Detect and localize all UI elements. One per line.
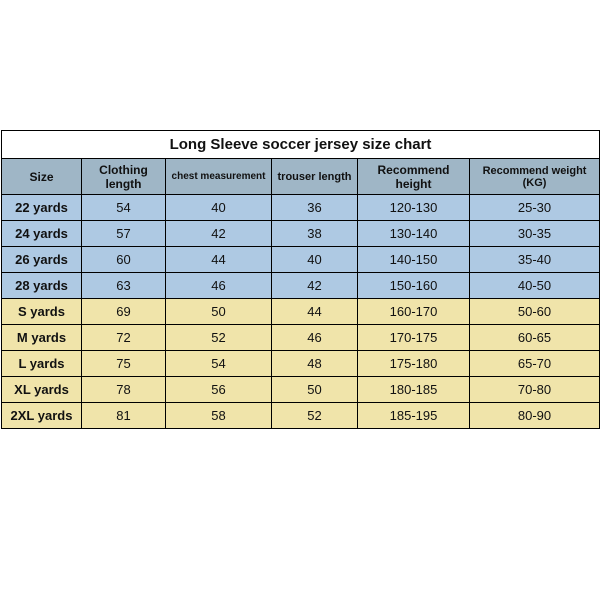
table-header-row: SizeClothinglengthchest measurementtrous… [2, 159, 600, 195]
value-cell: 80-90 [470, 403, 600, 429]
size-cell: M yards [2, 325, 82, 351]
value-cell: 38 [272, 221, 358, 247]
value-cell: 75 [82, 351, 166, 377]
table-row: 28 yards634642150-16040-50 [2, 273, 600, 299]
table-row: S yards695044160-17050-60 [2, 299, 600, 325]
value-cell: 54 [166, 351, 272, 377]
size-chart-container: Long Sleeve soccer jersey size chart Siz… [0, 0, 600, 600]
value-cell: 54 [82, 195, 166, 221]
table-title: Long Sleeve soccer jersey size chart [2, 131, 600, 159]
table-row: M yards725246170-17560-65 [2, 325, 600, 351]
column-header: Size [2, 159, 82, 195]
value-cell: 140-150 [358, 247, 470, 273]
value-cell: 56 [166, 377, 272, 403]
value-cell: 35-40 [470, 247, 600, 273]
value-cell: 150-160 [358, 273, 470, 299]
value-cell: 40-50 [470, 273, 600, 299]
value-cell: 160-170 [358, 299, 470, 325]
value-cell: 69 [82, 299, 166, 325]
value-cell: 25-30 [470, 195, 600, 221]
value-cell: 120-130 [358, 195, 470, 221]
value-cell: 50 [166, 299, 272, 325]
column-header: Clothinglength [82, 159, 166, 195]
value-cell: 52 [272, 403, 358, 429]
table-row: 26 yards604440140-15035-40 [2, 247, 600, 273]
value-cell: 42 [272, 273, 358, 299]
value-cell: 180-185 [358, 377, 470, 403]
table-row: L yards755448175-18065-70 [2, 351, 600, 377]
value-cell: 30-35 [470, 221, 600, 247]
value-cell: 70-80 [470, 377, 600, 403]
value-cell: 58 [166, 403, 272, 429]
column-header: Recommend weight (KG) [470, 159, 600, 195]
column-header: Recommendheight [358, 159, 470, 195]
value-cell: 46 [272, 325, 358, 351]
value-cell: 44 [272, 299, 358, 325]
value-cell: 175-180 [358, 351, 470, 377]
value-cell: 40 [272, 247, 358, 273]
value-cell: 44 [166, 247, 272, 273]
value-cell: 50-60 [470, 299, 600, 325]
size-cell: 28 yards [2, 273, 82, 299]
value-cell: 78 [82, 377, 166, 403]
table-row: 24 yards574238130-14030-35 [2, 221, 600, 247]
value-cell: 81 [82, 403, 166, 429]
value-cell: 48 [272, 351, 358, 377]
value-cell: 60-65 [470, 325, 600, 351]
column-header: trouser length [272, 159, 358, 195]
table-row: XL yards785650180-18570-80 [2, 377, 600, 403]
size-cell: XL yards [2, 377, 82, 403]
value-cell: 130-140 [358, 221, 470, 247]
value-cell: 40 [166, 195, 272, 221]
value-cell: 185-195 [358, 403, 470, 429]
size-cell: 2XL yards [2, 403, 82, 429]
table-title-row: Long Sleeve soccer jersey size chart [2, 131, 600, 159]
value-cell: 72 [82, 325, 166, 351]
table-row: 22 yards544036120-13025-30 [2, 195, 600, 221]
value-cell: 50 [272, 377, 358, 403]
column-header: chest measurement [166, 159, 272, 195]
value-cell: 36 [272, 195, 358, 221]
size-cell: 24 yards [2, 221, 82, 247]
size-chart-table: Long Sleeve soccer jersey size chart Siz… [1, 130, 600, 429]
value-cell: 57 [82, 221, 166, 247]
value-cell: 63 [82, 273, 166, 299]
value-cell: 42 [166, 221, 272, 247]
table-row: 2XL yards815852185-19580-90 [2, 403, 600, 429]
size-cell: 26 yards [2, 247, 82, 273]
value-cell: 170-175 [358, 325, 470, 351]
value-cell: 60 [82, 247, 166, 273]
size-cell: S yards [2, 299, 82, 325]
value-cell: 65-70 [470, 351, 600, 377]
value-cell: 46 [166, 273, 272, 299]
size-cell: 22 yards [2, 195, 82, 221]
size-cell: L yards [2, 351, 82, 377]
table-body: 22 yards544036120-13025-3024 yards574238… [2, 195, 600, 429]
value-cell: 52 [166, 325, 272, 351]
